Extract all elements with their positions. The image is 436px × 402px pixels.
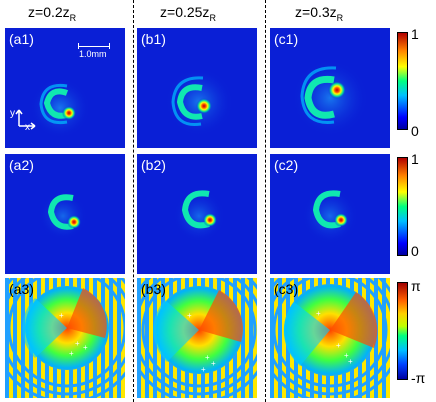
panel-label-b2: (b2) (141, 157, 166, 173)
panel-label-a3: (a3) (9, 281, 34, 297)
column-title-a: z=0.2zR (28, 4, 77, 23)
svg-text:+: + (75, 339, 80, 348)
svg-text:+: + (211, 359, 216, 368)
beam-phase-a3: ++ ++ (5, 278, 125, 398)
beam-phase-c3: ++++ (270, 278, 390, 398)
beam-intensity-a1 (5, 28, 125, 148)
panel-label-b3: (b3) (141, 281, 166, 297)
colorbar-1-bottom-tick: 0 (411, 123, 419, 139)
svg-text:+: + (316, 309, 321, 318)
beam-phase-b3: ++++ (137, 278, 257, 398)
svg-text:+: + (205, 353, 210, 362)
colorbar-amplitude-row2 (397, 157, 408, 256)
panel-c3: + + + + (c3) (270, 278, 390, 398)
panel-label-c2: (c2) (274, 157, 299, 173)
svg-text:+: + (201, 365, 206, 374)
svg-text:+: + (83, 343, 88, 352)
beam-intensity-a2 (5, 154, 125, 274)
svg-text:+: + (187, 311, 192, 320)
scale-bar (78, 43, 110, 49)
panel-b1: (b1) (137, 28, 257, 148)
beam-intensity-c1 (270, 28, 390, 148)
axis-arrows-icon (15, 109, 36, 130)
scale-bar-label: 1.0mm (79, 49, 107, 59)
panel-label-c1: (c1) (274, 31, 299, 47)
colorbar-phase-row3 (397, 282, 408, 380)
svg-text:+: + (59, 311, 64, 320)
panel-c1: (c1) (270, 28, 390, 148)
colorbar-3-top-tick: π (411, 278, 421, 294)
column-title-b: z=0.25zR (160, 4, 216, 23)
colorbar-amplitude-row1 (397, 32, 408, 130)
panel-a3: + + + + (a3) (5, 278, 125, 398)
beam-intensity-b2 (137, 154, 257, 274)
panel-label-a2: (a2) (9, 157, 34, 173)
colorbar-2-bottom-tick: 0 (411, 243, 419, 259)
axis-y-label: y (10, 108, 15, 119)
column-title-c: z=0.3zR (295, 4, 344, 23)
panel-label-c3: (c3) (274, 281, 299, 297)
svg-text:+: + (69, 349, 74, 358)
colorbar-3-bottom-tick: -π (411, 370, 426, 386)
panel-b3: + + + + (b3) (137, 278, 257, 398)
panel-a1: (a1) 1.0mm y x (5, 28, 125, 148)
panel-label-a1: (a1) (9, 31, 34, 47)
axis-x-label: x (25, 122, 30, 133)
panel-b2: (b2) (137, 154, 257, 274)
beam-intensity-b1 (137, 28, 257, 148)
panel-a2: (a2) (5, 154, 125, 274)
colorbar-1-top-tick: 1 (411, 26, 419, 42)
divider-right (265, 0, 266, 402)
svg-text:+: + (336, 341, 341, 350)
beam-intensity-c2 (270, 154, 390, 274)
colorbar-2-top-tick: 1 (411, 151, 419, 167)
divider-left (133, 0, 134, 402)
panel-c2: (c2) (270, 154, 390, 274)
svg-text:+: + (348, 357, 353, 366)
panel-label-b1: (b1) (141, 31, 166, 47)
svg-text:+: + (344, 351, 349, 360)
